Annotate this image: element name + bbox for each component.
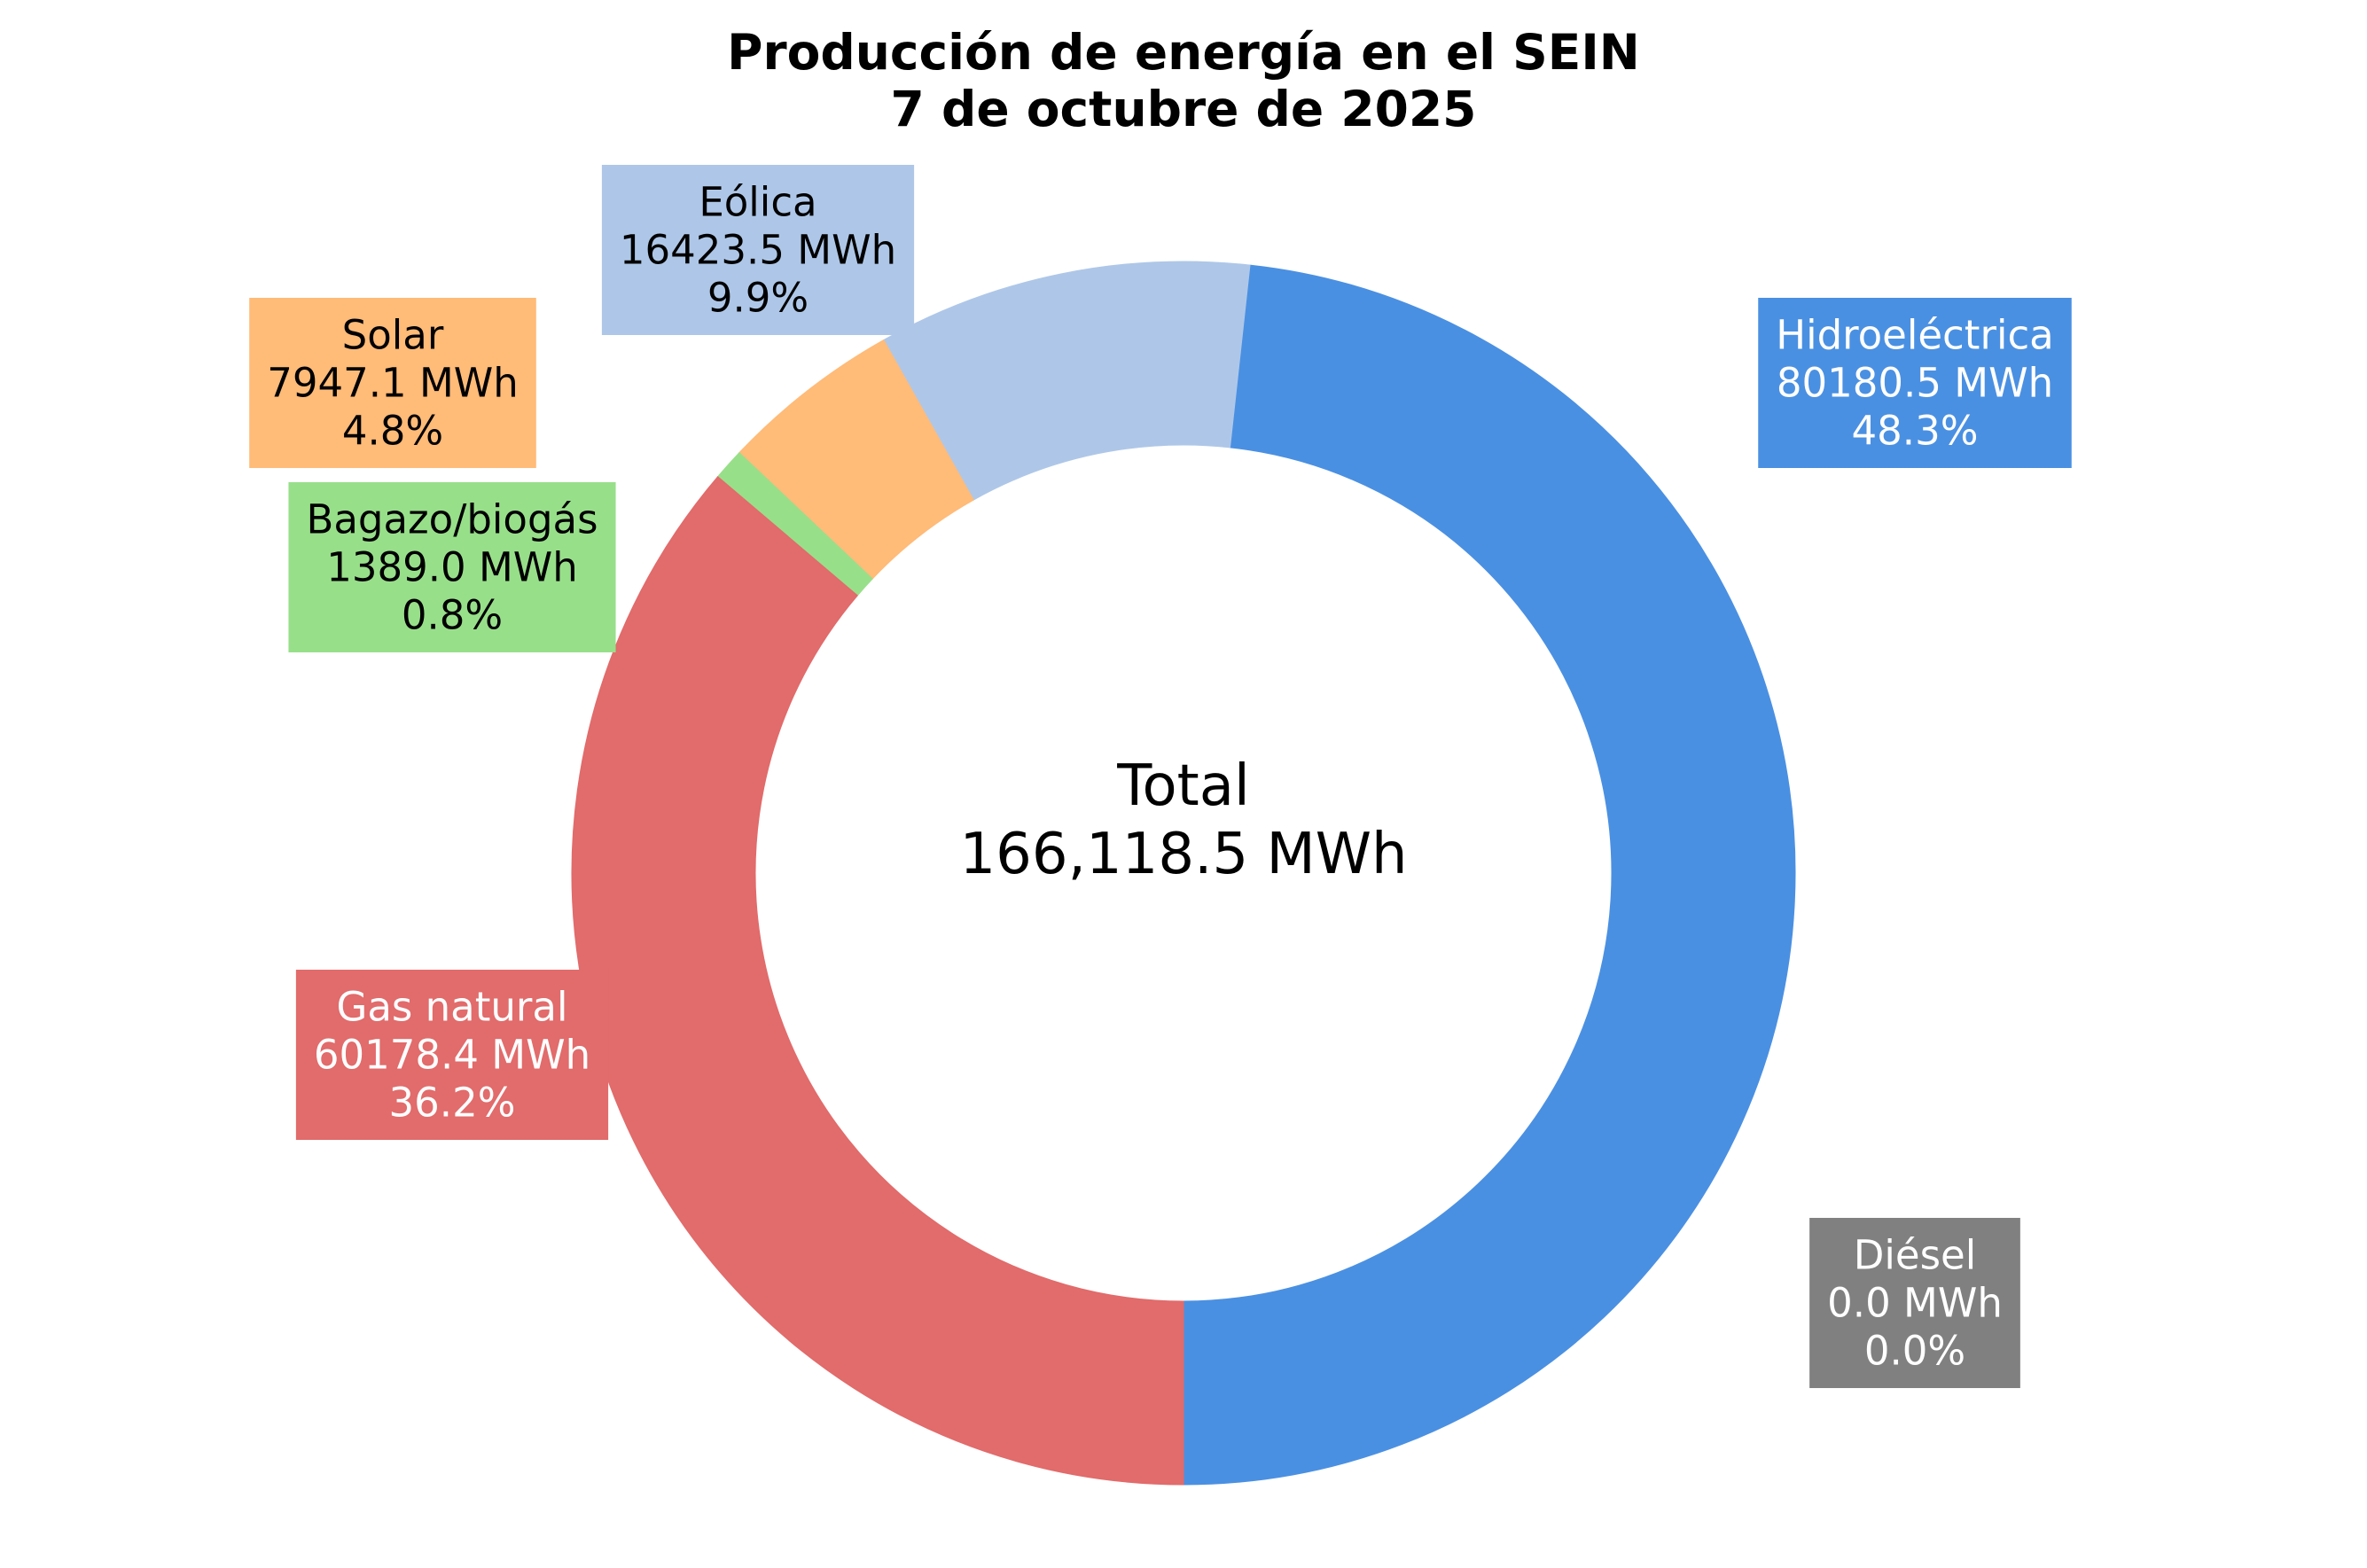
slice-hidroeléctrica bbox=[1183, 264, 1796, 1486]
center-total-value: 166,118.5 MWh bbox=[959, 822, 1407, 887]
label-name: Hidroeléctrica bbox=[1776, 312, 2054, 359]
label-name: Diésel bbox=[1854, 1232, 1976, 1279]
label-box bbox=[1809, 1218, 2020, 1388]
chart-subtitle: 7 de octubre de 2025 bbox=[891, 81, 1477, 137]
label-value: 80180.5 MWh bbox=[1777, 360, 2053, 407]
center-total-label: Total bbox=[1116, 753, 1249, 819]
label-name: Gas natural bbox=[336, 984, 567, 1031]
label-box bbox=[295, 970, 609, 1140]
label-name: Solar bbox=[342, 312, 444, 359]
label-percent: 0.8% bbox=[402, 592, 503, 639]
label-percent: 36.2% bbox=[389, 1080, 516, 1127]
label-percent: 48.3% bbox=[1852, 408, 1979, 455]
label-value: 1389.0 MWh bbox=[326, 544, 578, 591]
chart-title: Producción de energía en el SEIN bbox=[727, 24, 1640, 81]
label-box bbox=[249, 298, 536, 468]
label-value: 0.0 MWh bbox=[1827, 1280, 2003, 1327]
label-name: Bagazo/biogás bbox=[306, 496, 598, 543]
label-value: 60178.4 MWh bbox=[314, 1032, 590, 1079]
label-percent: 4.8% bbox=[342, 408, 443, 455]
label-box bbox=[601, 165, 915, 335]
label-box bbox=[288, 482, 616, 652]
label-percent: 9.9% bbox=[707, 275, 809, 322]
label-percent: 0.0% bbox=[1864, 1328, 1965, 1375]
donut-slices bbox=[571, 261, 1796, 1486]
label-box bbox=[1758, 298, 2072, 468]
label-name: Eólica bbox=[699, 179, 816, 226]
label-value: 7947.1 MWh bbox=[267, 360, 519, 407]
label-value: 16423.5 MWh bbox=[620, 227, 896, 274]
slice-gas-natural bbox=[571, 475, 1184, 1486]
